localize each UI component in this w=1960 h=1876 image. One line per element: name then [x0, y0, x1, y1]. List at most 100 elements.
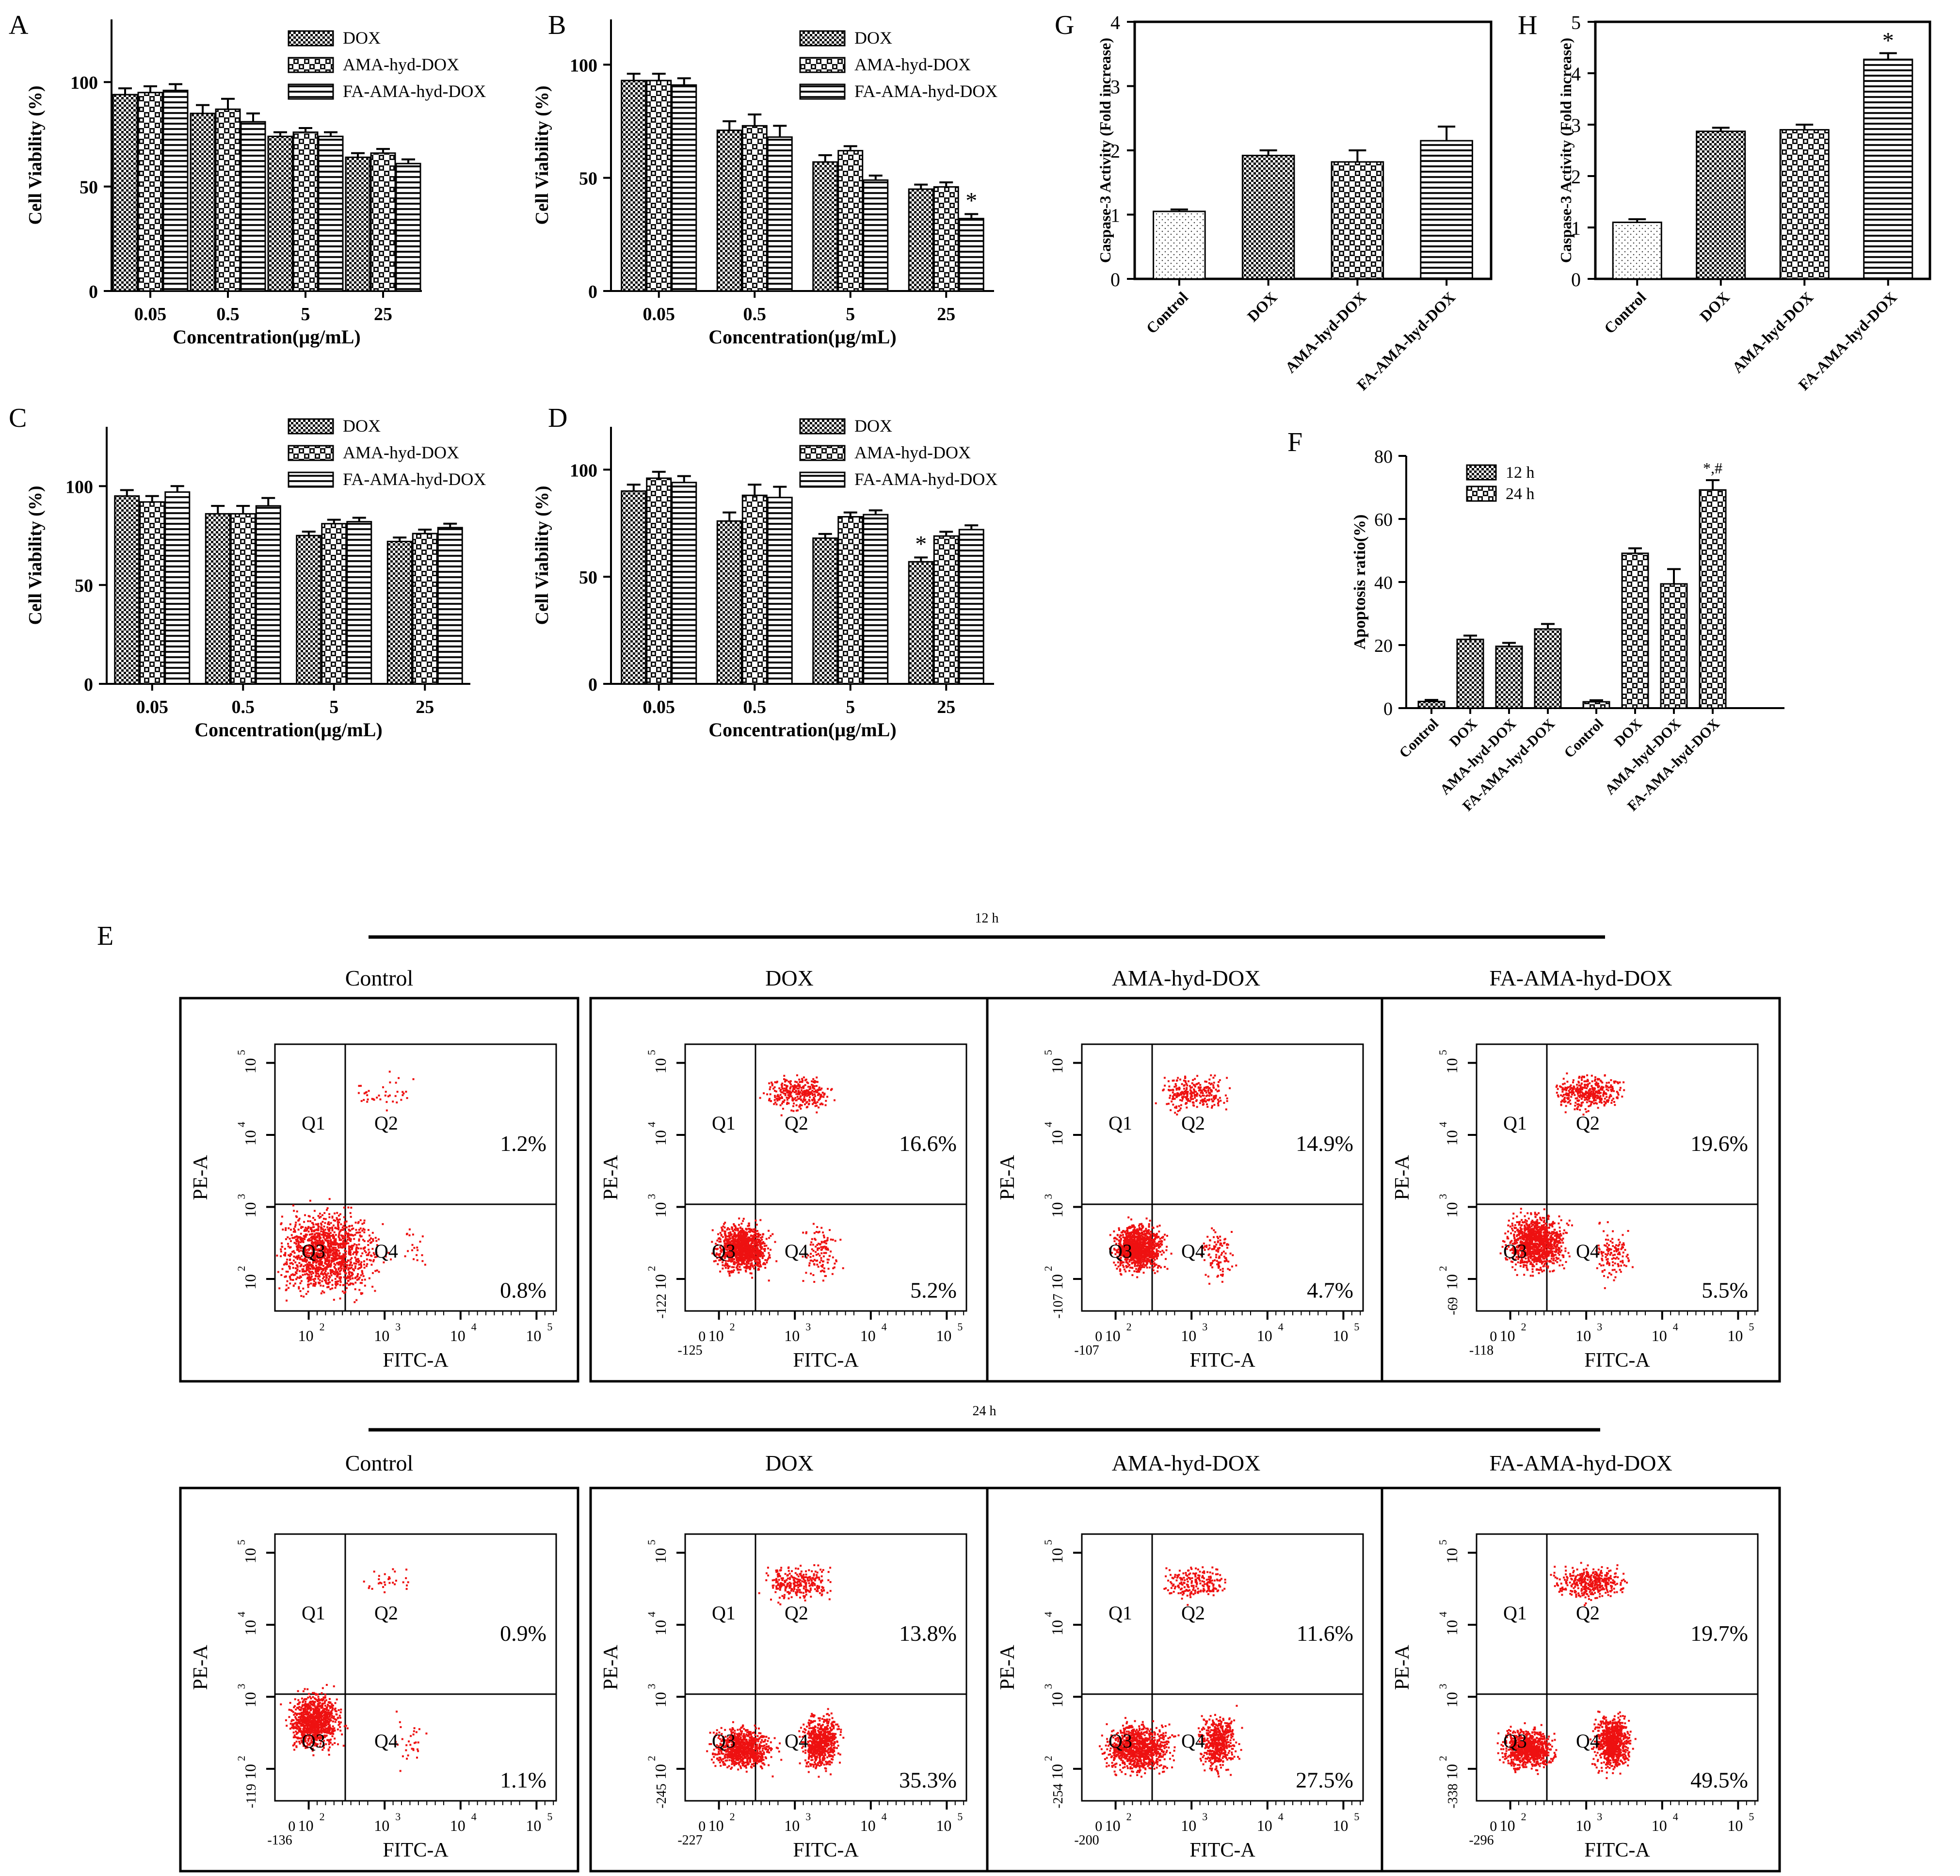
event-dot [342, 1284, 344, 1286]
event-dot [289, 1278, 292, 1281]
event-dot [1138, 1239, 1141, 1242]
event-dot [350, 1245, 352, 1248]
event-dot [371, 1247, 374, 1250]
event-dot [739, 1263, 741, 1265]
event-dot [412, 1233, 414, 1236]
event-dot [795, 1093, 798, 1095]
event-dot [328, 1275, 330, 1278]
event-dot [825, 1242, 827, 1245]
event-dot [304, 1236, 306, 1238]
event-dot [379, 1098, 382, 1100]
event-dot [308, 1261, 310, 1263]
event-dot [309, 1258, 312, 1260]
event-dot [1220, 1254, 1222, 1256]
event-dot [357, 1247, 360, 1249]
event-dot [1126, 1230, 1129, 1233]
event-dot [738, 1247, 740, 1250]
event-dot [305, 1227, 307, 1229]
event-dot [337, 1228, 340, 1230]
error-bar [1349, 149, 1366, 162]
event-dot [741, 1237, 744, 1239]
event-dot [326, 1240, 328, 1242]
event-dot [735, 1227, 737, 1229]
event-dot [325, 1247, 328, 1250]
event-dot [795, 1110, 798, 1112]
event-dot [1136, 1261, 1138, 1264]
event-dot [289, 1238, 291, 1240]
event-dot [366, 1100, 369, 1103]
event-dot [1149, 1236, 1152, 1239]
event-dot [1125, 1229, 1128, 1232]
event-dot [285, 1270, 288, 1273]
event-dot [750, 1254, 752, 1257]
event-dot [309, 1252, 312, 1255]
event-dot [832, 1256, 834, 1259]
event-dot [744, 1259, 746, 1261]
event-dot [827, 1259, 830, 1261]
event-dot [1143, 1248, 1145, 1250]
flow-plot-frame [589, 997, 990, 1383]
event-dot [1145, 1254, 1148, 1257]
error-bar [169, 83, 182, 91]
event-dot [305, 1261, 307, 1263]
event-dot [715, 1243, 717, 1245]
event-dot [727, 1267, 729, 1270]
event-dot [1155, 1243, 1157, 1245]
event-dot [804, 1245, 806, 1247]
error-bar [1667, 568, 1681, 584]
event-dot [779, 1090, 782, 1092]
event-dot [1141, 1249, 1143, 1251]
bar [863, 179, 889, 292]
event-dot [1120, 1274, 1123, 1276]
event-dot [746, 1233, 749, 1236]
event-dot [1135, 1241, 1137, 1243]
event-dot [831, 1088, 833, 1090]
event-dot [826, 1096, 829, 1098]
event-dot [1128, 1253, 1131, 1256]
event-dot [822, 1231, 824, 1234]
y-tick-label: 10 [652, 1202, 669, 1218]
event-dot [1161, 1237, 1164, 1239]
event-dot [807, 1093, 810, 1095]
event-dot [783, 1075, 786, 1077]
event-dot [768, 1254, 771, 1256]
event-dot [346, 1261, 348, 1263]
event-dot [1129, 1231, 1131, 1234]
event-dot [320, 1292, 322, 1294]
event-dot [324, 1251, 327, 1254]
event-dot [1141, 1246, 1144, 1248]
event-dot [729, 1232, 732, 1234]
event-dot [723, 1223, 725, 1225]
event-dot [735, 1256, 737, 1259]
event-dot [729, 1245, 731, 1247]
event-dot [820, 1249, 822, 1251]
event-dot [823, 1245, 826, 1248]
event-dot [323, 1212, 326, 1214]
event-dot [755, 1252, 757, 1255]
event-dot [292, 1230, 295, 1233]
event-dot [802, 1100, 804, 1102]
event-dot [314, 1278, 317, 1280]
event-dot [747, 1252, 750, 1254]
error-bar [376, 148, 390, 153]
event-dot [792, 1099, 794, 1101]
event-dot [817, 1249, 819, 1251]
event-dot [293, 1237, 295, 1239]
event-dot [324, 1270, 327, 1273]
legend-swatch [799, 57, 846, 73]
legend-swatch [1466, 485, 1497, 502]
event-dot [1139, 1266, 1141, 1269]
event-dot [812, 1087, 814, 1089]
event-dot [771, 1082, 773, 1084]
event-dot [331, 1284, 334, 1286]
event-dot [321, 1271, 323, 1273]
event-dot [332, 1248, 335, 1250]
event-dot [731, 1244, 734, 1246]
x-min-label: -107 [1074, 1343, 1099, 1358]
event-dot [333, 1259, 336, 1261]
event-dot [334, 1267, 336, 1269]
event-dot [818, 1088, 820, 1091]
event-dot [1142, 1272, 1145, 1274]
event-dot [754, 1233, 756, 1235]
event-dot [736, 1240, 739, 1242]
